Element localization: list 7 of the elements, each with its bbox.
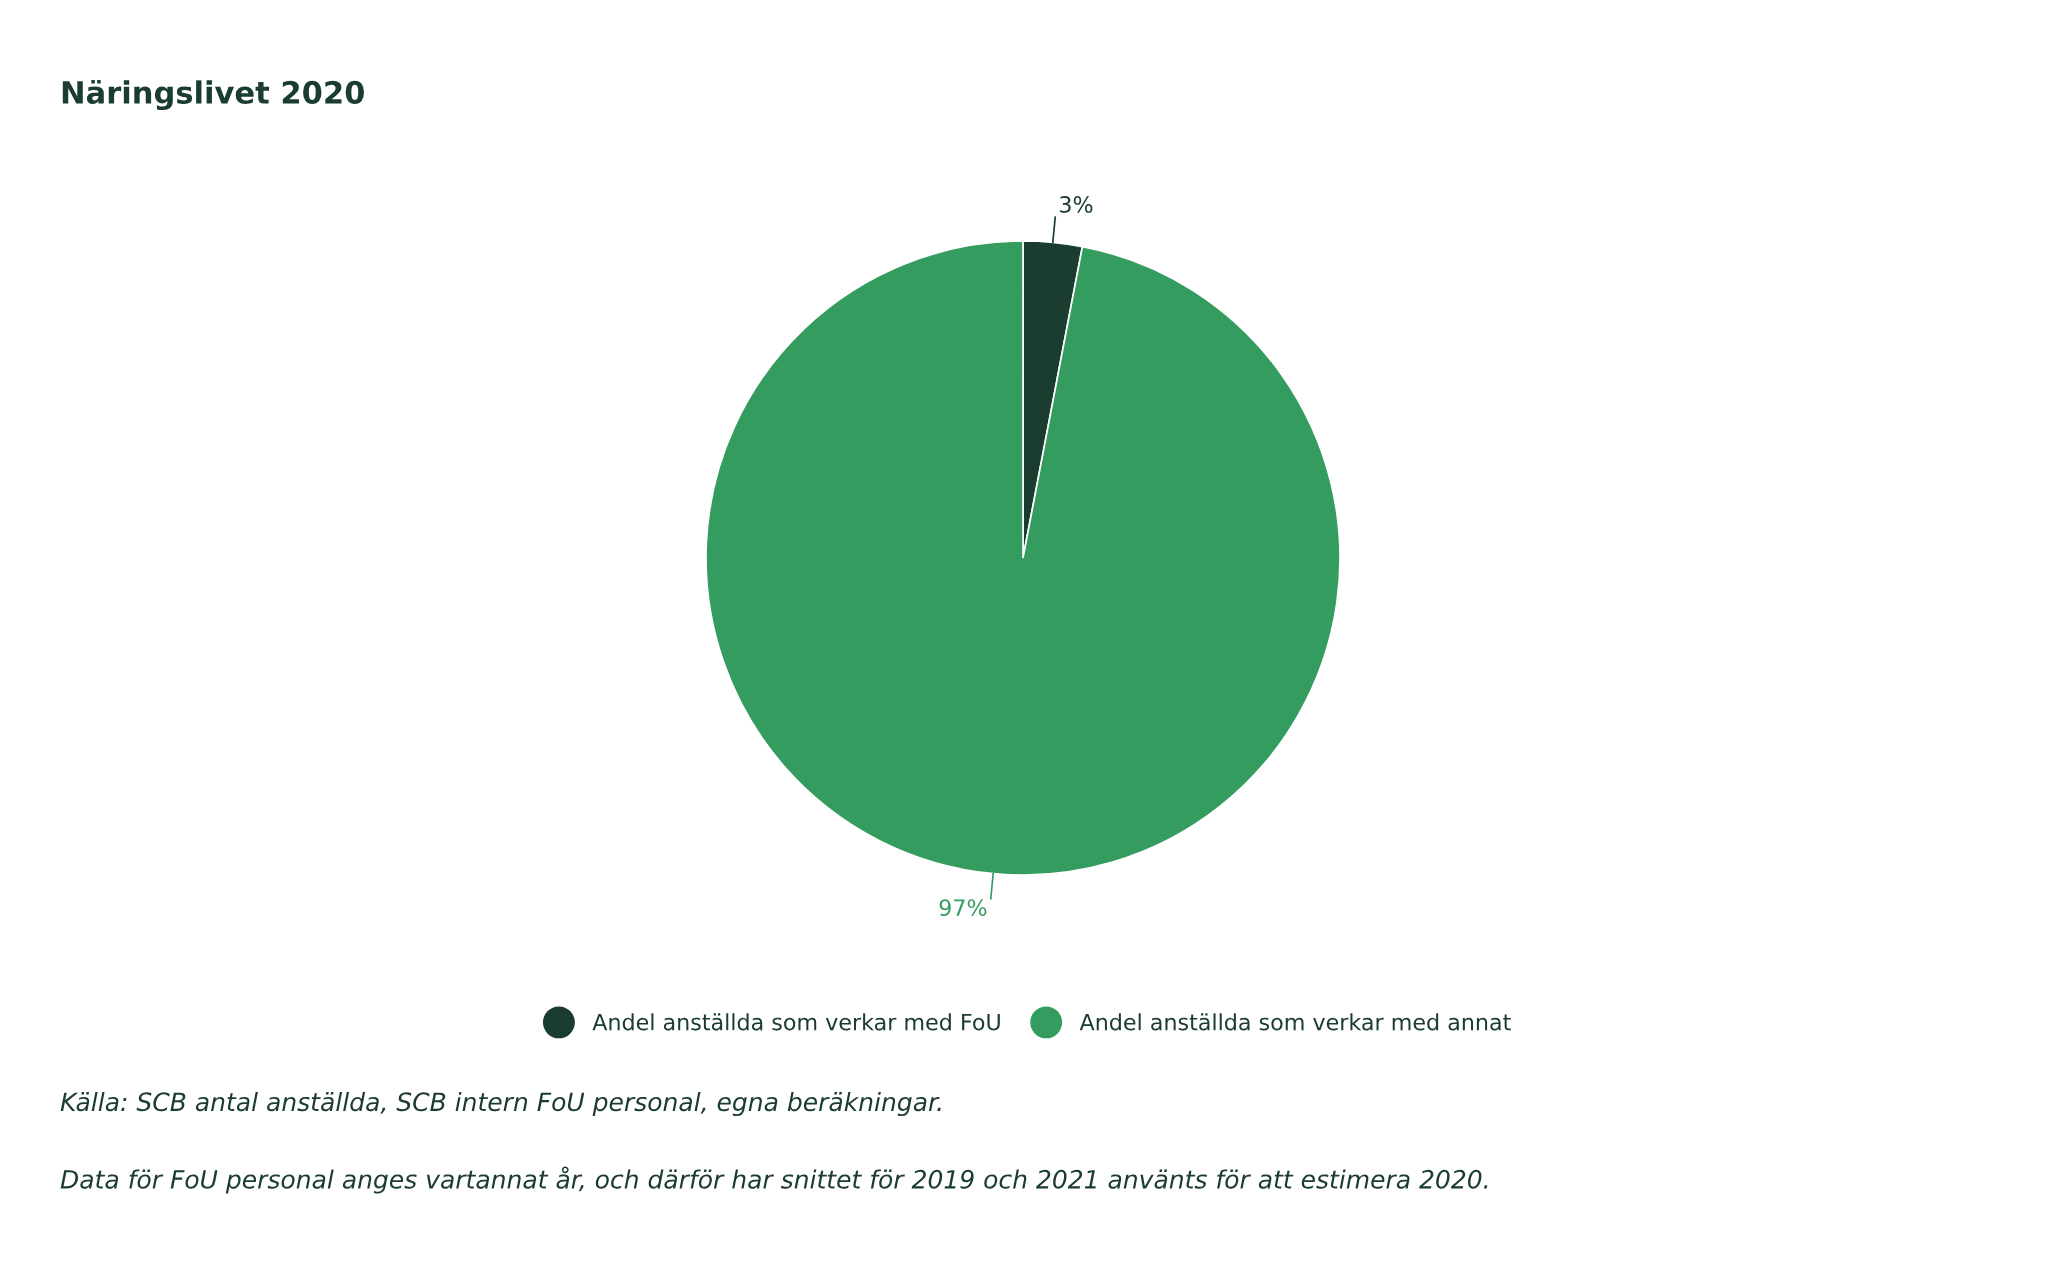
text: Näringslivet 2020 — [62, 79, 364, 111]
text: Data för FoU personal anges vartannat år, och därför har snittet för 2019 och 2021 använts för att estimera 2020. — [60, 1166, 1488, 1194]
text: Källa: SCB antal anställda, SCB intern FoU personal, egna beräkningar. — [60, 1091, 941, 1117]
data-label: 97% — [939, 899, 987, 917]
legend-label: Andel anställda som verkar med FoU — [592, 1013, 1000, 1031]
data-label: 3% — [1060, 196, 1093, 213]
legend-label: Andel anställda som verkar med annat — [1079, 1013, 1511, 1031]
